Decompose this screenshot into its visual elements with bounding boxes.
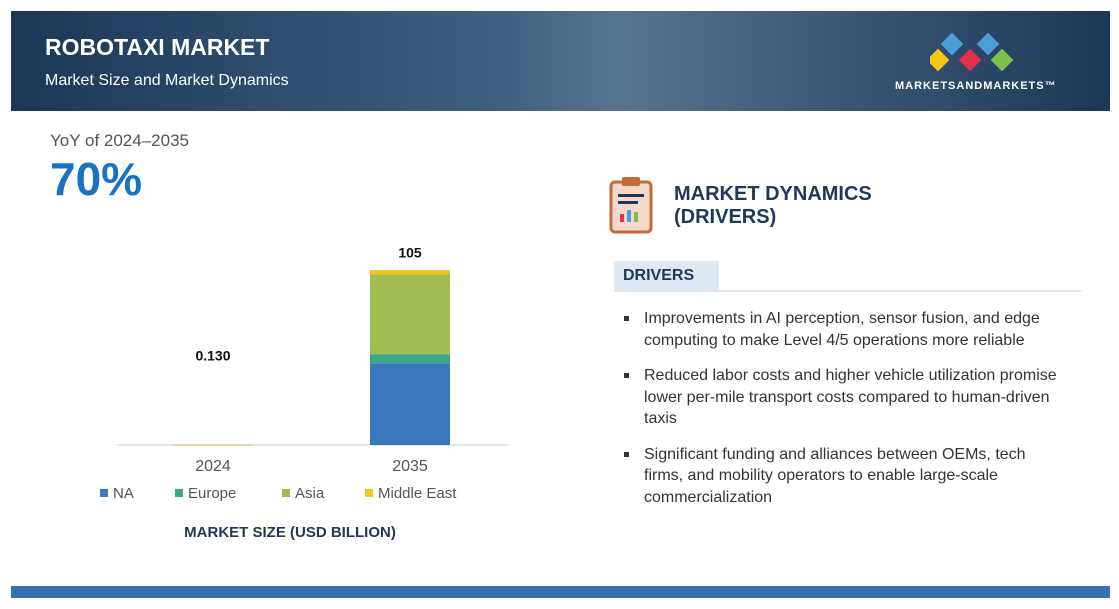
logo-mark xyxy=(930,32,1014,72)
legend-label: Middle East xyxy=(378,485,457,502)
legend-label: Europe xyxy=(188,485,236,502)
footer-band xyxy=(11,586,1110,598)
drivers-tab: DRIVERS xyxy=(614,261,719,291)
legend-swatch xyxy=(100,489,108,497)
header-band xyxy=(11,11,1110,111)
total-label: 105 xyxy=(398,245,422,261)
clipboard-icon xyxy=(609,177,653,234)
dynamics-title: MARKET DYNAMICS xyxy=(674,183,872,205)
divider xyxy=(614,290,1081,292)
x-tick-label: 2035 xyxy=(392,458,428,475)
chart: MARKET SIZE (USD BILLION) 0.130 2024 105 20… xyxy=(100,245,508,541)
bar-segment xyxy=(370,354,450,364)
driver-item: Reduced labor costs and higher vehicle u… xyxy=(620,365,1060,430)
driver-item: Improvements in AI perception, sensor fu… xyxy=(620,308,1060,351)
bar-segment xyxy=(173,444,253,446)
legend-label: NA xyxy=(113,485,134,502)
total-label: 0.130 xyxy=(195,348,230,364)
chart-title: MARKET SIZE (USD BILLION) xyxy=(184,524,396,541)
page-title: ROBOTAXI MARKET xyxy=(45,34,270,60)
growth-label: YoY of 2024–2035 xyxy=(50,131,189,150)
legend-label: Asia xyxy=(295,485,325,502)
legend-swatch xyxy=(175,489,183,497)
drivers-list: Improvements in AI perception, sensor fu… xyxy=(620,308,1060,522)
bar-segment xyxy=(370,274,450,355)
bar-segment xyxy=(370,270,450,275)
legend-swatch xyxy=(282,489,290,497)
growth-value: 70% xyxy=(50,153,143,205)
driver-item: Significant funding and alliances betwee… xyxy=(620,444,1060,509)
page-subtitle: Market Size and Market Dynamics xyxy=(45,72,289,89)
bar-segment xyxy=(370,363,450,445)
legend-swatch xyxy=(365,489,373,497)
logo-text: MARKETSANDMARKETS™ xyxy=(895,80,1057,92)
dynamics-title: (DRIVERS) xyxy=(674,206,777,228)
x-tick-label: 2024 xyxy=(195,458,231,475)
